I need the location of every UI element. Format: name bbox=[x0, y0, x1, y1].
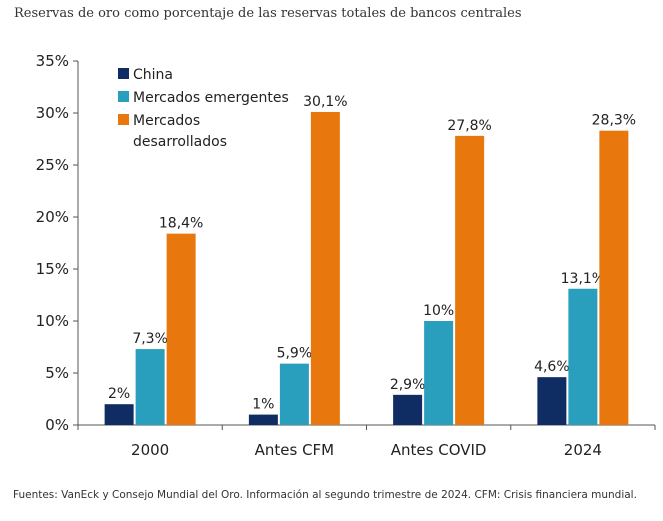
chart-title: Reservas de oro como porcentaje de las r… bbox=[14, 6, 522, 21]
y-tick-label: 10% bbox=[36, 312, 69, 330]
y-tick-label: 25% bbox=[36, 156, 69, 174]
bar bbox=[310, 111, 340, 426]
data-label: 7,3% bbox=[132, 331, 168, 347]
x-category-label: 2000 bbox=[131, 441, 169, 459]
y-tick-label: 0% bbox=[45, 416, 69, 434]
y-tick-label: 5% bbox=[45, 364, 69, 382]
bar bbox=[568, 288, 598, 425]
data-label: 2% bbox=[108, 386, 130, 402]
data-label: 5,9% bbox=[277, 346, 313, 362]
bar bbox=[279, 363, 309, 425]
x-category-label: Antes CFM bbox=[255, 441, 335, 459]
data-label: 28,3% bbox=[592, 113, 636, 129]
data-label: 2,9% bbox=[390, 377, 426, 393]
data-label: 27,8% bbox=[447, 118, 491, 134]
bar bbox=[424, 321, 454, 425]
data-label: 10% bbox=[423, 303, 454, 319]
bar bbox=[248, 414, 278, 425]
legend-swatch bbox=[118, 68, 129, 79]
bar bbox=[393, 394, 423, 425]
x-category-label: 2024 bbox=[564, 441, 602, 459]
data-label: 30,1% bbox=[303, 94, 347, 110]
data-label: 4,6% bbox=[534, 359, 570, 375]
legend-label: Mercados bbox=[133, 113, 200, 129]
legend-label: Mercados emergentes bbox=[133, 90, 289, 106]
legend-label: China bbox=[133, 67, 173, 83]
bar bbox=[537, 377, 567, 425]
bar bbox=[166, 233, 196, 425]
legend-label: desarrollados bbox=[133, 134, 227, 150]
bar bbox=[104, 404, 134, 425]
y-tick-label: 15% bbox=[36, 260, 69, 278]
y-tick-label: 20% bbox=[36, 208, 69, 226]
bar bbox=[599, 130, 629, 425]
source-note: Fuentes: VanEck y Consejo Mundial del Or… bbox=[13, 489, 637, 501]
y-tick-label: 30% bbox=[36, 104, 69, 122]
data-label: 1% bbox=[252, 397, 274, 413]
y-tick-label: 35% bbox=[36, 52, 69, 70]
x-category-label: Antes COVID bbox=[391, 441, 487, 459]
data-label: 18,4% bbox=[159, 216, 203, 232]
bar bbox=[135, 349, 165, 425]
legend-swatch bbox=[118, 114, 129, 125]
legend-swatch bbox=[118, 91, 129, 102]
data-label: 13,1% bbox=[561, 271, 605, 287]
bar bbox=[455, 135, 485, 425]
